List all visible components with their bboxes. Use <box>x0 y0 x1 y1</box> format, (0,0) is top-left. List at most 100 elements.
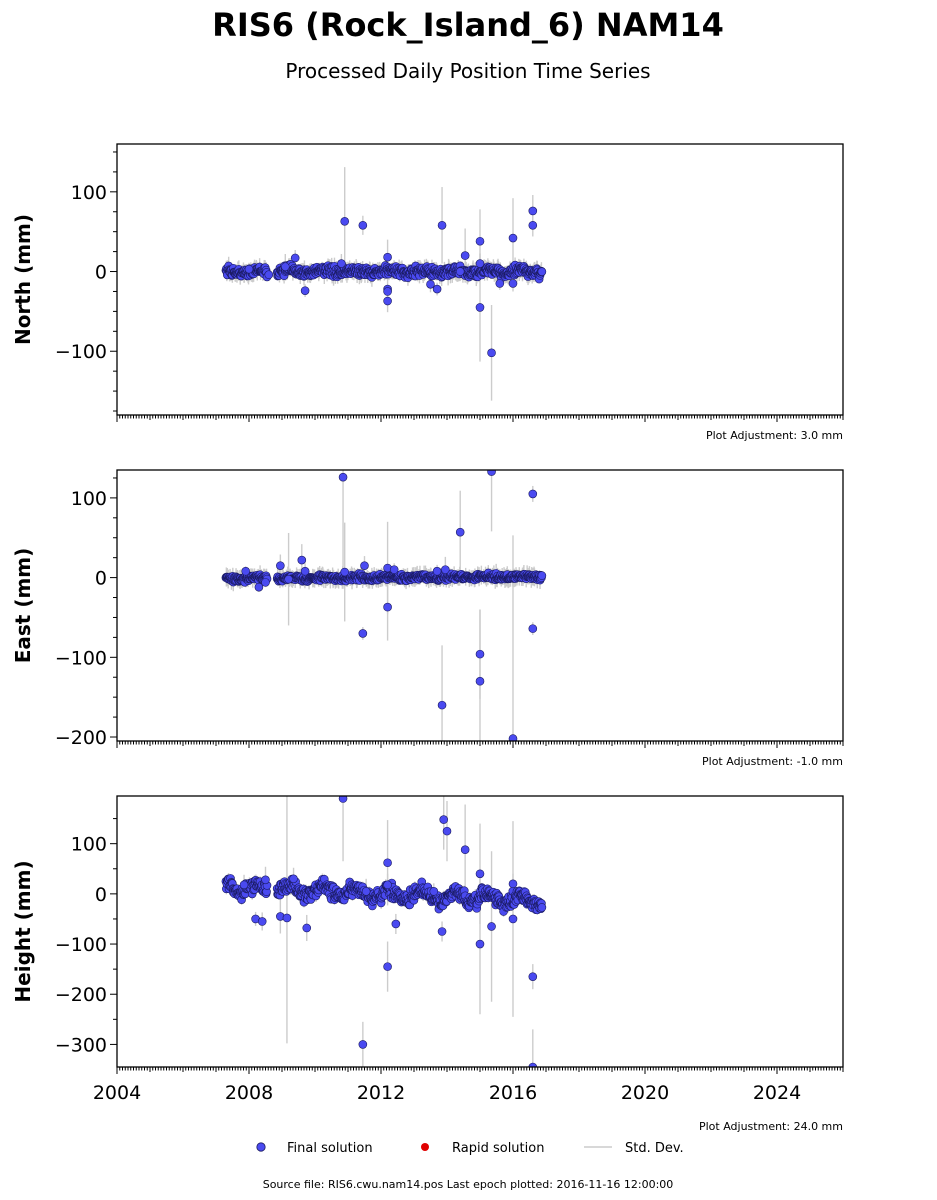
data-point <box>487 348 496 358</box>
data-point <box>383 880 392 890</box>
data-point <box>475 649 485 659</box>
data-point <box>508 279 518 288</box>
data-point <box>508 734 518 741</box>
x-tick-label: 2004 <box>93 1082 141 1104</box>
data-point <box>432 284 442 294</box>
data-point <box>426 279 435 289</box>
y-tick-label: −200 <box>55 727 107 749</box>
data-point <box>360 561 369 570</box>
x-tick-label: 2008 <box>225 1082 273 1104</box>
plot-area <box>221 470 547 741</box>
legend-std-label: Std. Dev. <box>625 1141 684 1156</box>
panels-group: −100 0 100 North (mm) Plot Adjustment: 3.0 m… <box>11 143 844 1133</box>
data-point <box>455 267 465 276</box>
data-point <box>276 561 285 570</box>
panel-north: −100 0 100 North (mm) Plot Adjustment: 3.0 m… <box>11 143 844 442</box>
data-point <box>475 939 485 949</box>
legend: Final solution Rapid solution Std. Dev. <box>256 1141 684 1156</box>
data-point <box>337 259 346 268</box>
figure-subtitle: Processed Daily Position Time Series <box>285 59 650 83</box>
y-ticks <box>110 477 117 738</box>
stddev-bars <box>225 796 543 1067</box>
data-point <box>528 221 538 230</box>
data-point <box>508 233 518 243</box>
data-point <box>383 296 392 306</box>
data-point <box>495 279 505 288</box>
y-tick-label: −300 <box>55 1034 107 1056</box>
data-point <box>361 887 371 896</box>
figure-title: RIS6 (Rock_Island_6) NAM14 <box>212 6 724 44</box>
x-ticks <box>116 1067 844 1074</box>
data-point <box>290 253 300 263</box>
x-ticks <box>116 415 844 422</box>
legend-final-marker <box>256 1142 266 1152</box>
y-tick-label: 100 <box>71 834 107 856</box>
stddev-bars <box>225 167 543 401</box>
data-point <box>475 259 485 268</box>
data-point <box>437 221 447 230</box>
data-point <box>302 923 312 933</box>
data-point <box>437 927 447 936</box>
legend-rapid-marker <box>421 1143 429 1151</box>
data-point <box>300 566 310 576</box>
legend-final-label: Final solution <box>287 1141 373 1156</box>
panel-east: −200 −100 0 100 East (mm) Plot Adjustment: -1… <box>11 469 844 768</box>
data-point <box>528 489 538 499</box>
data-point <box>241 566 250 576</box>
plot-adjustment-label: Plot Adjustment: 24.0 mm <box>699 1120 843 1133</box>
data-point <box>460 251 470 260</box>
stddev-bars <box>225 470 541 741</box>
data-point <box>475 236 485 246</box>
data-point <box>282 913 292 923</box>
data-point <box>537 267 547 276</box>
plot-area <box>221 167 547 401</box>
plot-adjustment-label: Plot Adjustment: -1.0 mm <box>702 755 843 768</box>
x-ticks <box>116 741 844 748</box>
panel-height: 2004 2008 2012 2016 2020 2024 −300 −200 −100 0 100… <box>11 795 844 1133</box>
data-point <box>432 566 442 576</box>
data-point <box>528 624 538 633</box>
x-tick-label: 2024 <box>753 1082 801 1104</box>
data-point <box>261 578 270 587</box>
y-tick-label: −200 <box>55 984 107 1006</box>
data-point <box>254 582 264 592</box>
data-point <box>508 879 518 889</box>
data-point <box>528 206 538 216</box>
data-point <box>338 796 348 803</box>
data-point <box>441 565 450 574</box>
data-point <box>264 270 274 280</box>
x-tick-label: 2012 <box>357 1082 405 1104</box>
y-ticks <box>110 818 117 1045</box>
data-point <box>487 922 496 931</box>
data-point <box>460 845 470 854</box>
data-point <box>508 914 518 924</box>
data-point <box>284 574 293 584</box>
data-point <box>439 815 449 824</box>
data-point <box>289 874 298 884</box>
data-point <box>455 527 465 537</box>
data-point <box>389 565 399 574</box>
data-point <box>383 962 392 971</box>
legend-rapid-label: Rapid solution <box>452 1141 544 1156</box>
y-tick-label: 100 <box>71 488 107 510</box>
y-axis-label: East (mm) <box>11 548 35 664</box>
data-point <box>475 303 485 312</box>
y-axis-label: Height (mm) <box>11 860 35 1002</box>
data-point <box>300 286 310 295</box>
y-tick-label: 0 <box>95 884 107 906</box>
plot-area <box>221 796 547 1067</box>
y-axis-label: North (mm) <box>11 214 35 345</box>
data-point <box>340 217 350 226</box>
data-point <box>528 972 538 981</box>
y-tick-label: −100 <box>55 934 107 956</box>
plot-adjustment-label: Plot Adjustment: 3.0 mm <box>706 429 843 442</box>
data-point <box>340 567 350 577</box>
data-point <box>528 1062 538 1067</box>
data-point <box>358 221 368 230</box>
y-ticks <box>110 151 117 412</box>
data-point <box>537 571 547 580</box>
data-point <box>383 287 392 296</box>
final-solution-points <box>221 206 547 358</box>
y-tick-label: −100 <box>55 341 107 363</box>
